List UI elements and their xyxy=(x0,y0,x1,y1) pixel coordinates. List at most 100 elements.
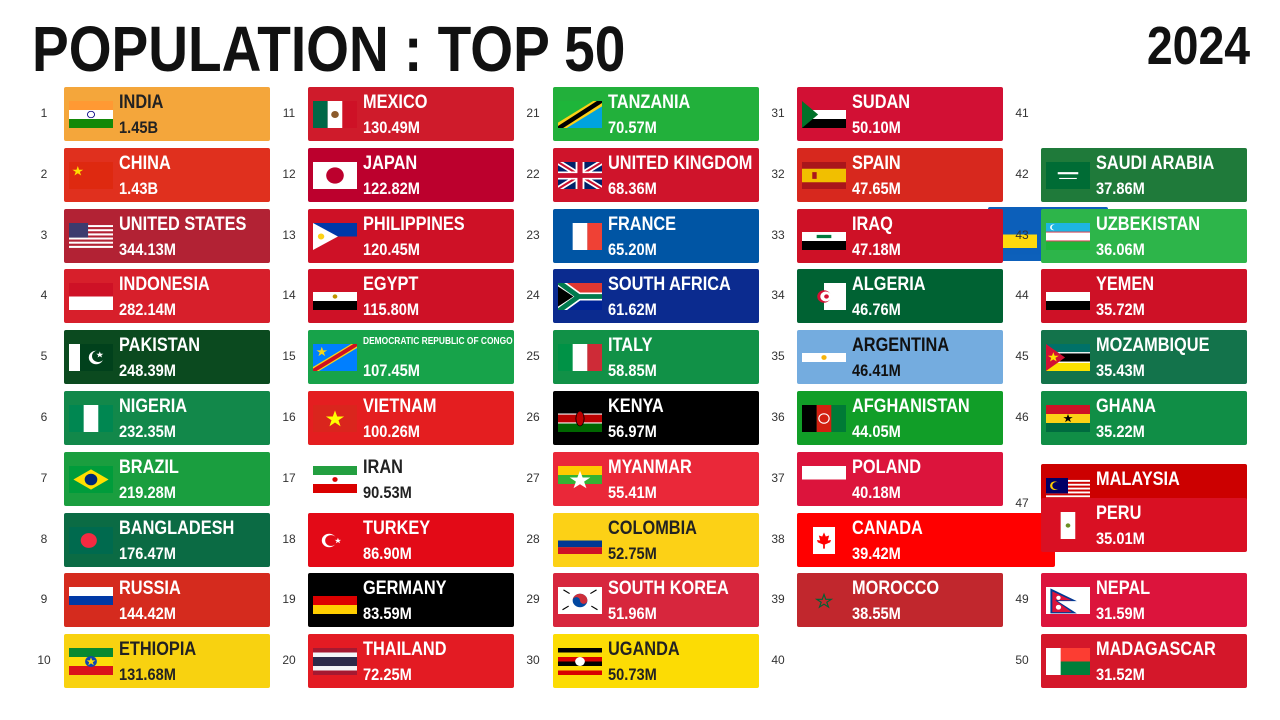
population-value: 107.45M xyxy=(363,361,420,381)
country-name: INDIA xyxy=(119,92,164,113)
rank-number: 41 xyxy=(1015,106,1029,120)
country-name: COLOMBIA xyxy=(608,517,697,539)
flag-icon-ethiopia xyxy=(69,648,113,676)
population-value: 72.25M xyxy=(363,665,412,685)
flag-icon-russia xyxy=(69,587,113,615)
country-card-philippines: PHILIPPINES 120.45M xyxy=(308,208,514,263)
rank-number: 34 xyxy=(771,288,785,303)
rank-number: 30 xyxy=(526,653,540,668)
population-value: 65.20M xyxy=(608,239,657,259)
country-card-bangladesh: BANGLADESH 176.47M xyxy=(64,512,270,567)
flag-icon-france xyxy=(558,222,602,250)
population-value: 120.45M xyxy=(363,239,420,259)
country-card-iran: IRAN 90.53M xyxy=(308,451,514,506)
country-name: GERMANY xyxy=(363,578,447,600)
country-card-spain: SPAIN 47.65M xyxy=(797,147,1003,202)
country-card-mexico: MEXICO 130.49M xyxy=(308,87,514,141)
rank-number: 45 xyxy=(1015,349,1029,364)
population-value: 131.68M xyxy=(119,665,176,685)
rank-number: 49 xyxy=(1015,592,1029,607)
chart-title: POPULATION : TOP 50 xyxy=(32,13,626,85)
rank-number: 38 xyxy=(771,531,785,546)
flag-icon-saudiarabia xyxy=(1046,161,1090,189)
country-card-united-kingdom: UNITED KINGDOM 68.36M xyxy=(553,147,759,202)
population-value: 39.42M xyxy=(852,543,901,563)
rank-number: 40 xyxy=(771,653,785,668)
country-card-uzbekistan: UZBEKISTAN 36.06M xyxy=(1041,208,1247,263)
population-value: 46.76M xyxy=(852,300,901,320)
country-name: JAPAN xyxy=(363,152,418,174)
country-name: CANADA xyxy=(852,517,923,539)
rank-number: 39 xyxy=(771,592,785,607)
flag-icon-spain xyxy=(802,161,846,189)
flag-icon-poland xyxy=(802,465,846,493)
population-value: 100.26M xyxy=(363,422,420,441)
rank-number: 16 xyxy=(282,410,296,424)
flag-icon-bangladesh xyxy=(69,526,113,554)
population-value: 50.10M xyxy=(852,118,901,137)
population-value: 219.28M xyxy=(119,482,176,502)
flag-icon-canada xyxy=(802,526,846,554)
country-card-canada: CANADA 39.42M xyxy=(797,512,1055,567)
population-value: 37.86M xyxy=(1096,178,1145,198)
population-value: 344.13M xyxy=(119,239,176,259)
country-name: CHINA xyxy=(119,152,171,174)
flag-icon-pakistan xyxy=(69,344,113,372)
country-card-france: FRANCE 65.20M xyxy=(553,208,759,263)
population-value: 56.97M xyxy=(608,422,657,441)
flag-icon-kenya xyxy=(558,405,602,432)
country-name: MOZAMBIQUE xyxy=(1096,335,1210,357)
country-name: SUDAN xyxy=(852,92,911,113)
rank-number: 50 xyxy=(1015,653,1029,668)
country-name: TANZANIA xyxy=(608,92,691,113)
population-value: 47.65M xyxy=(852,178,901,198)
country-card-saudi-arabia: SAUDI ARABIA 37.86M xyxy=(1041,147,1247,202)
country-name: INDONESIA xyxy=(119,274,210,296)
rank-number: 28 xyxy=(526,531,540,546)
population-value: 83.59M xyxy=(363,604,412,624)
country-card-russia: RUSSIA 144.42M xyxy=(64,573,270,628)
rank-number: 9 xyxy=(40,592,48,607)
population-value: 176.47M xyxy=(119,543,176,563)
country-name: IRAQ xyxy=(852,213,893,235)
country-card-indonesia: INDONESIA 282.14M xyxy=(64,269,270,324)
rank-number: 1 xyxy=(40,106,48,120)
flag-icon-germany xyxy=(313,587,357,615)
flag-icon-yemen xyxy=(1046,283,1090,311)
country-name: THAILAND xyxy=(363,639,447,661)
rank-number: 7 xyxy=(40,470,48,485)
rank-number: 4 xyxy=(40,288,48,303)
country-card-morocco: MOROCCO 38.55M xyxy=(797,573,1003,628)
country-name: UZBEKISTAN xyxy=(1096,213,1201,235)
country-card-thailand: THAILAND 72.25M xyxy=(308,634,514,689)
country-card-kenya: KENYA 56.97M xyxy=(553,391,759,445)
country-name: PHILIPPINES xyxy=(363,213,465,235)
flag-icon-iraq xyxy=(802,222,846,250)
country-name: ETHIOPIA xyxy=(119,639,197,661)
flag-icon-argentina xyxy=(802,344,846,372)
country-card-egypt: EGYPT 115.80M xyxy=(308,269,514,324)
population-value: 248.39M xyxy=(119,361,176,381)
flag-icon-philippines xyxy=(313,222,357,250)
rank-number: 18 xyxy=(282,531,296,546)
flag-icon-ukraine xyxy=(993,221,1037,248)
rank-number: 23 xyxy=(526,227,540,242)
population-value: 1.45B xyxy=(119,118,159,137)
country-name: MALAYSIA xyxy=(1096,469,1180,490)
country-card-mozambique: MOZAMBIQUE 35.43M xyxy=(1041,330,1247,385)
country-name: SOUTH AFRICA xyxy=(608,274,731,296)
flag-icon-afghanistan xyxy=(802,405,846,432)
country-card-pakistan: PAKISTAN 248.39M xyxy=(64,330,270,385)
country-name: NIGERIA xyxy=(119,396,188,417)
flag-icon-usa xyxy=(69,222,113,250)
population-value: 86.90M xyxy=(363,543,412,563)
country-card-myanmar: MYANMAR 55.41M xyxy=(553,451,759,506)
rank-number: 43 xyxy=(1015,227,1029,242)
flag-icon-uk xyxy=(558,161,602,189)
country-card-nepal: NEPAL 31.59M xyxy=(1041,573,1247,628)
flag-icon-nigeria xyxy=(69,405,113,432)
country-card-democratic-republic-of-congo: DEMOCRATIC REPUBLIC OF CONGO 107.45M xyxy=(308,330,514,385)
country-name: UNITED STATES xyxy=(119,213,247,235)
rank-number: 36 xyxy=(771,410,785,424)
country-card-ghana: GHANA 35.22M xyxy=(1041,391,1247,445)
